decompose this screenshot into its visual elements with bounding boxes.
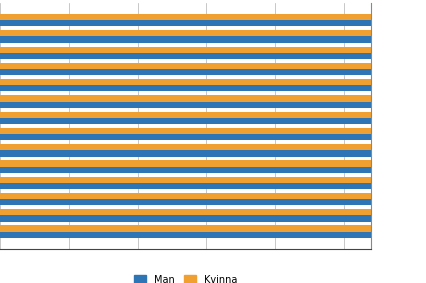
Bar bbox=[0, 232, 426, 238]
Legend: Man, Kvinna: Man, Kvinna bbox=[130, 271, 240, 283]
Bar bbox=[0, 53, 426, 59]
Bar bbox=[0, 193, 426, 199]
Bar bbox=[0, 118, 426, 124]
Bar bbox=[0, 30, 426, 37]
Bar bbox=[0, 85, 426, 91]
Bar bbox=[0, 160, 426, 167]
Bar bbox=[0, 134, 426, 140]
Bar bbox=[0, 150, 426, 156]
Bar bbox=[0, 199, 426, 205]
Bar bbox=[0, 144, 426, 150]
Bar bbox=[0, 167, 426, 173]
Bar bbox=[0, 47, 426, 53]
Bar bbox=[0, 95, 426, 102]
Bar bbox=[0, 177, 426, 183]
Bar bbox=[0, 215, 426, 222]
Bar bbox=[0, 112, 426, 118]
Bar bbox=[0, 79, 426, 85]
Bar bbox=[0, 183, 426, 189]
Bar bbox=[0, 226, 426, 232]
Bar bbox=[0, 102, 426, 108]
Bar bbox=[0, 128, 426, 134]
Bar bbox=[0, 209, 426, 215]
Bar bbox=[0, 37, 426, 43]
Bar bbox=[0, 14, 426, 20]
Bar bbox=[0, 69, 426, 75]
Bar bbox=[0, 20, 426, 26]
Bar bbox=[0, 63, 426, 69]
